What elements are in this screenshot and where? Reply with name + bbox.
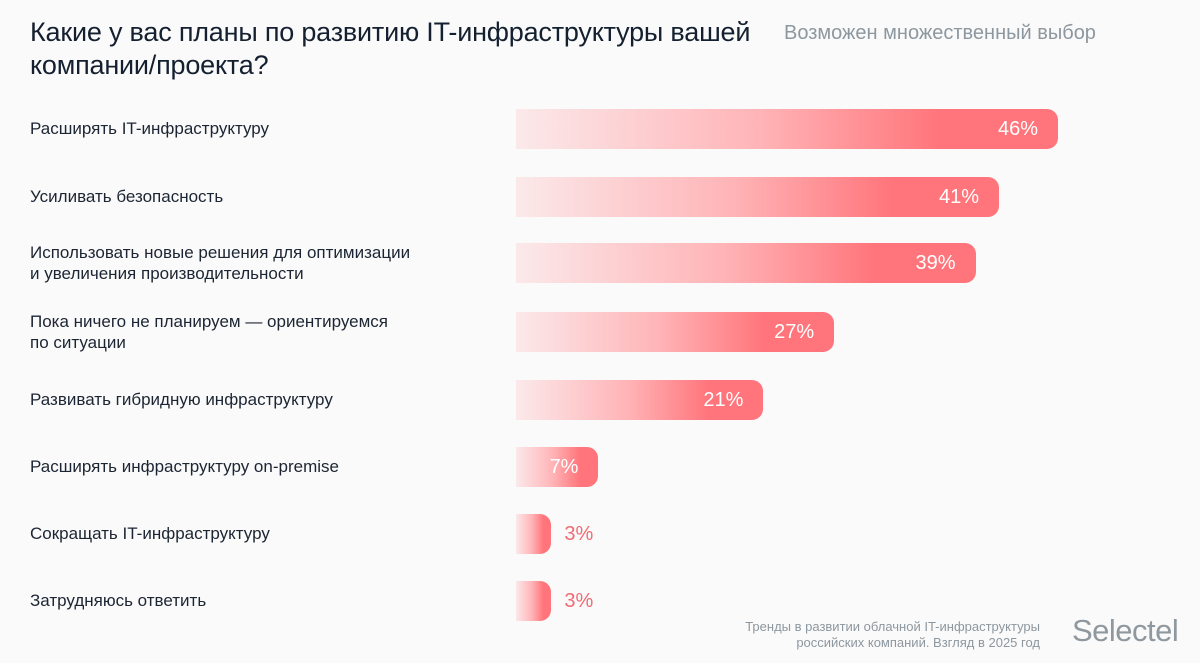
- category-label: Сокращать IT-инфраструктуру: [30, 524, 270, 543]
- value-label: 3%: [564, 590, 594, 612]
- bar: [516, 177, 1000, 217]
- value-label: 21%: [703, 389, 744, 411]
- selectel-logo: Selectel: [1072, 613, 1179, 648]
- bar: [516, 581, 552, 621]
- source-caption: Тренды в развитии облачной IT-инфраструк…: [745, 619, 1040, 651]
- category-label: Расширять инфраструктуру on-premise: [30, 457, 339, 476]
- value-label: 3%: [564, 523, 594, 545]
- bar: [516, 109, 1058, 149]
- chart-title: Какие у вас планы по развитию IT-инфраст…: [30, 17, 751, 80]
- bar: [516, 514, 552, 554]
- value-label: 7%: [549, 456, 579, 478]
- category-label: Расширять IT-инфраструктуру: [30, 119, 270, 138]
- bar: [516, 312, 835, 352]
- category-label: Усиливать безопасность: [30, 187, 224, 206]
- category-label: Пока ничего не планируем — ориентируемся…: [30, 312, 389, 352]
- category-label: Затрудняюсь ответить: [30, 591, 207, 610]
- multiple-choice-note: Возможен множественный выбор: [784, 22, 1096, 44]
- bar: [516, 447, 599, 487]
- category-label: Использовать новые решения для оптимизац…: [30, 243, 411, 283]
- source-line-2: российских компаний. Взгляд в 2025 год: [796, 635, 1040, 650]
- value-label: 41%: [939, 186, 980, 208]
- source-line-1: Тренды в развитии облачной IT-инфраструк…: [745, 619, 1040, 634]
- bar: [516, 380, 764, 420]
- bar: [516, 243, 976, 283]
- category-label: Развивать гибридную инфраструктуру: [30, 390, 333, 409]
- value-label: 46%: [997, 118, 1038, 140]
- value-label: 27%: [774, 321, 815, 343]
- value-label: 39%: [915, 252, 956, 274]
